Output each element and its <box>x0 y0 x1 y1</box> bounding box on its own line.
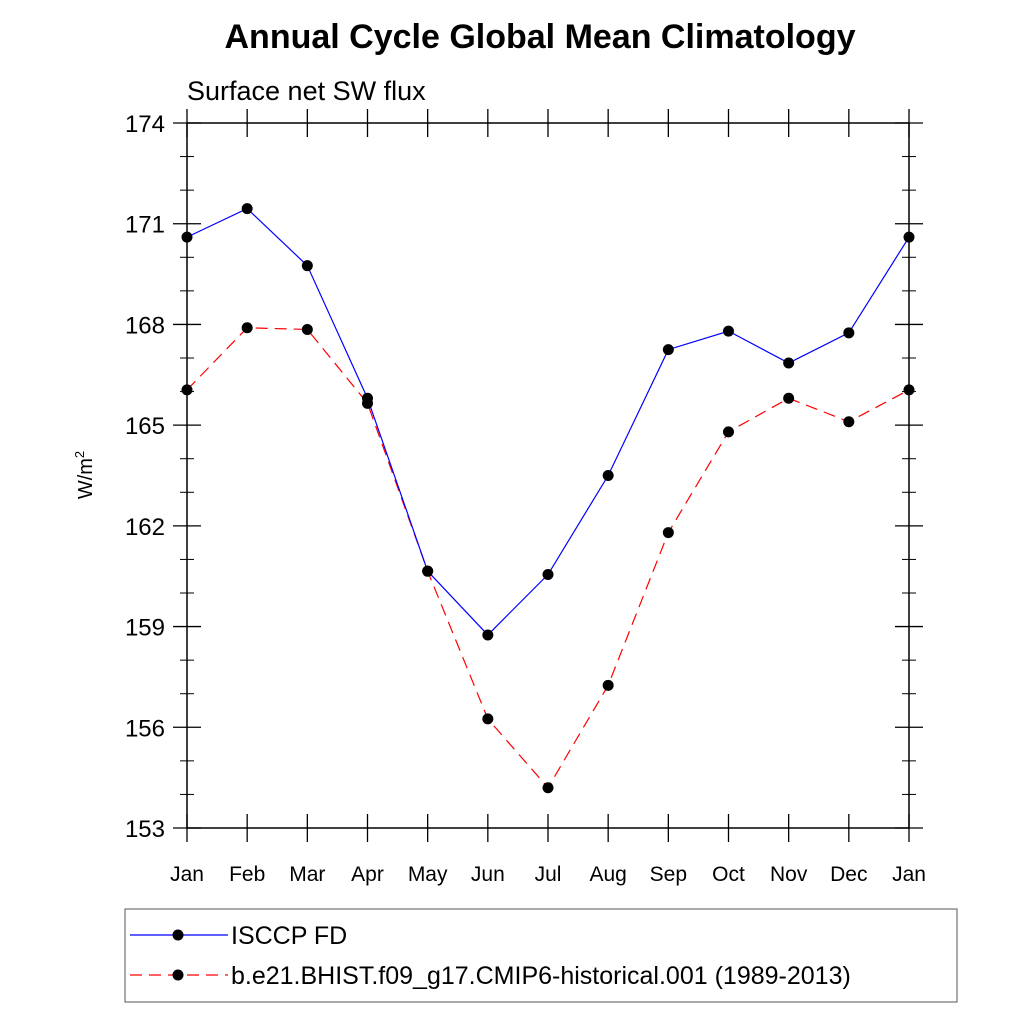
data-point <box>301 260 313 272</box>
y-tick-label: 168 <box>125 312 165 339</box>
minor-ticks <box>180 156 916 795</box>
x-tick-label: Nov <box>770 863 808 886</box>
x-tick-label: Apr <box>351 863 384 886</box>
series-line <box>186 327 910 789</box>
x-tick-label: Jul <box>535 863 562 886</box>
plot-frame <box>186 122 910 829</box>
data-point <box>542 782 554 794</box>
y-tick-label: 156 <box>125 715 165 742</box>
data-point <box>362 392 373 404</box>
y-axis-label-text: W/m <box>75 458 97 499</box>
data-point <box>723 426 734 438</box>
legend-marker <box>172 969 184 981</box>
data-point <box>783 392 795 404</box>
data-point <box>662 344 674 356</box>
data-point <box>723 325 734 337</box>
data-point <box>783 357 795 369</box>
legend-box <box>124 908 958 1003</box>
legend-label: b.e21.BHIST.f09_g17.CMIP6-historical.001… <box>231 962 851 990</box>
chart-subtitle: Surface net SW flux <box>187 76 426 106</box>
legend-label: ISCCP FD <box>231 922 347 950</box>
y-tick-label: 159 <box>125 615 165 642</box>
y-tick-label: 153 <box>125 816 165 843</box>
data-point <box>903 231 915 243</box>
data-point <box>482 629 494 641</box>
x-tick-label: Jan <box>892 863 926 886</box>
x-tick-label: Jan <box>170 863 204 886</box>
chart-title: Annual Cycle Global Mean Climatology <box>225 18 856 56</box>
y-axis-label: W/m2 <box>72 451 97 499</box>
y-tick-label: 165 <box>125 413 165 440</box>
y-tick-labels: 153 156 159 162 165 168 171 174 <box>125 111 165 843</box>
data-point <box>482 713 494 725</box>
data-point <box>602 679 614 691</box>
x-tick-labels: Jan Feb Mar Apr May Jun Jul Aug Sep Oct Nov Dec Jan <box>170 863 926 886</box>
x-tick-label: Oct <box>712 863 745 886</box>
y-axis-label-superscript: 2 <box>72 451 87 458</box>
data-point <box>602 470 614 481</box>
x-tick-label: May <box>408 863 448 886</box>
data-point <box>181 231 193 243</box>
data-point <box>843 327 855 339</box>
data-point <box>301 323 313 335</box>
major-ticks <box>173 109 923 842</box>
legend: ISCCP FD b.e21.BHIST.f09_g17.CMIP6-histor… <box>130 922 851 990</box>
y-tick-label: 171 <box>125 212 165 239</box>
x-tick-label: Sep <box>650 863 687 886</box>
x-tick-label: Aug <box>589 863 626 886</box>
data-point <box>542 569 554 581</box>
series-group <box>181 203 915 794</box>
data-point <box>241 322 253 334</box>
x-tick-label: Jun <box>471 863 505 886</box>
data-point <box>241 203 253 215</box>
data-point <box>903 384 915 396</box>
y-tick-label: 174 <box>125 111 165 138</box>
x-tick-label: Mar <box>289 863 325 886</box>
data-point <box>843 416 855 428</box>
legend-marker <box>172 929 184 941</box>
data-point <box>422 565 434 577</box>
data-point <box>662 527 674 539</box>
x-tick-label: Feb <box>229 863 265 886</box>
data-point <box>181 384 193 396</box>
x-tick-label: Dec <box>830 863 867 886</box>
y-tick-label: 162 <box>125 514 165 541</box>
